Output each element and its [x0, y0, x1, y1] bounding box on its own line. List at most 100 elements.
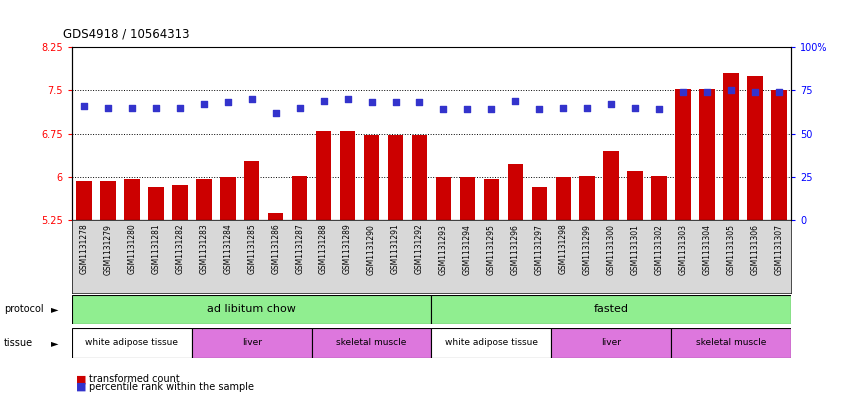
Text: GSM1131285: GSM1131285 — [247, 224, 256, 274]
Bar — [628, 171, 643, 220]
Point — [508, 97, 522, 104]
Text: GSM1131288: GSM1131288 — [319, 224, 328, 274]
Point — [388, 99, 403, 106]
Text: GSM1131307: GSM1131307 — [775, 224, 783, 275]
Point — [533, 106, 547, 112]
Text: GSM1131283: GSM1131283 — [200, 224, 208, 274]
Bar — [556, 177, 571, 220]
Text: liver: liver — [242, 338, 261, 347]
Text: GSM1131280: GSM1131280 — [128, 224, 136, 274]
Point — [365, 99, 378, 106]
Point — [221, 99, 234, 106]
Text: GSM1131301: GSM1131301 — [631, 224, 640, 275]
Bar — [292, 176, 307, 220]
Bar — [196, 178, 212, 220]
Bar — [772, 90, 787, 220]
Point — [677, 89, 690, 95]
Point — [316, 97, 330, 104]
Text: GSM1131294: GSM1131294 — [463, 224, 472, 275]
Text: GSM1131286: GSM1131286 — [272, 224, 280, 274]
Text: GSM1131293: GSM1131293 — [439, 224, 448, 275]
Text: percentile rank within the sample: percentile rank within the sample — [89, 382, 254, 392]
Text: GSM1131282: GSM1131282 — [175, 224, 184, 274]
Bar — [675, 89, 691, 220]
Text: GSM1131303: GSM1131303 — [678, 224, 688, 275]
Bar — [603, 151, 619, 220]
Bar — [431, 328, 552, 358]
Text: fasted: fasted — [594, 305, 629, 314]
Text: ■: ■ — [76, 374, 86, 384]
Text: ad libitum chow: ad libitum chow — [207, 305, 296, 314]
Text: skeletal muscle: skeletal muscle — [696, 338, 766, 347]
Point — [293, 105, 306, 111]
Point — [652, 106, 666, 112]
Text: transformed count: transformed count — [89, 374, 179, 384]
Text: ►: ► — [52, 338, 58, 348]
Bar — [124, 178, 140, 220]
Point — [557, 105, 570, 111]
Point — [772, 89, 786, 95]
Point — [197, 101, 211, 107]
Text: GSM1131296: GSM1131296 — [511, 224, 519, 275]
Text: GDS4918 / 10564313: GDS4918 / 10564313 — [63, 28, 190, 40]
Text: GSM1131305: GSM1131305 — [727, 224, 735, 275]
Bar — [387, 135, 404, 220]
Bar — [220, 177, 235, 220]
Point — [604, 101, 618, 107]
Text: white adipose tissue: white adipose tissue — [445, 338, 538, 347]
Bar — [723, 73, 739, 220]
Point — [341, 96, 354, 102]
Text: GSM1131300: GSM1131300 — [607, 224, 616, 275]
Text: GSM1131304: GSM1131304 — [703, 224, 711, 275]
Bar — [436, 177, 451, 220]
Text: ►: ► — [52, 305, 58, 314]
Bar — [651, 176, 667, 220]
Point — [580, 105, 594, 111]
Bar — [580, 176, 595, 220]
Point — [245, 96, 259, 102]
Bar — [192, 328, 311, 358]
Point — [460, 106, 474, 112]
Text: liver: liver — [602, 338, 621, 347]
Bar — [412, 135, 427, 220]
Bar — [316, 131, 332, 220]
Text: GSM1131292: GSM1131292 — [415, 224, 424, 274]
Text: skeletal muscle: skeletal muscle — [337, 338, 407, 347]
Bar — [671, 328, 791, 358]
Bar — [72, 328, 192, 358]
Text: GSM1131279: GSM1131279 — [103, 224, 113, 275]
Bar — [244, 161, 260, 220]
Point — [125, 105, 139, 111]
Bar — [364, 135, 379, 220]
Bar — [100, 181, 116, 220]
Bar — [76, 181, 91, 220]
Point — [629, 105, 642, 111]
Bar — [459, 177, 475, 220]
Point — [485, 106, 498, 112]
Bar — [311, 328, 431, 358]
Bar — [431, 295, 791, 324]
Bar — [484, 179, 499, 220]
Text: GSM1131297: GSM1131297 — [535, 224, 544, 275]
Point — [437, 106, 450, 112]
Text: GSM1131299: GSM1131299 — [583, 224, 591, 275]
Point — [269, 110, 283, 116]
Text: tissue: tissue — [4, 338, 33, 348]
Bar — [700, 89, 715, 220]
Point — [77, 103, 91, 109]
Text: GSM1131306: GSM1131306 — [750, 224, 760, 275]
Text: GSM1131291: GSM1131291 — [391, 224, 400, 274]
Bar — [531, 187, 547, 220]
Text: GSM1131298: GSM1131298 — [559, 224, 568, 274]
Bar — [72, 295, 431, 324]
Text: GSM1131289: GSM1131289 — [343, 224, 352, 274]
Text: GSM1131295: GSM1131295 — [487, 224, 496, 275]
Bar — [268, 213, 283, 220]
Text: GSM1131281: GSM1131281 — [151, 224, 160, 274]
Point — [173, 105, 186, 111]
Bar — [508, 164, 523, 220]
Bar — [340, 131, 355, 220]
Text: protocol: protocol — [4, 305, 44, 314]
Point — [700, 89, 714, 95]
Point — [413, 99, 426, 106]
